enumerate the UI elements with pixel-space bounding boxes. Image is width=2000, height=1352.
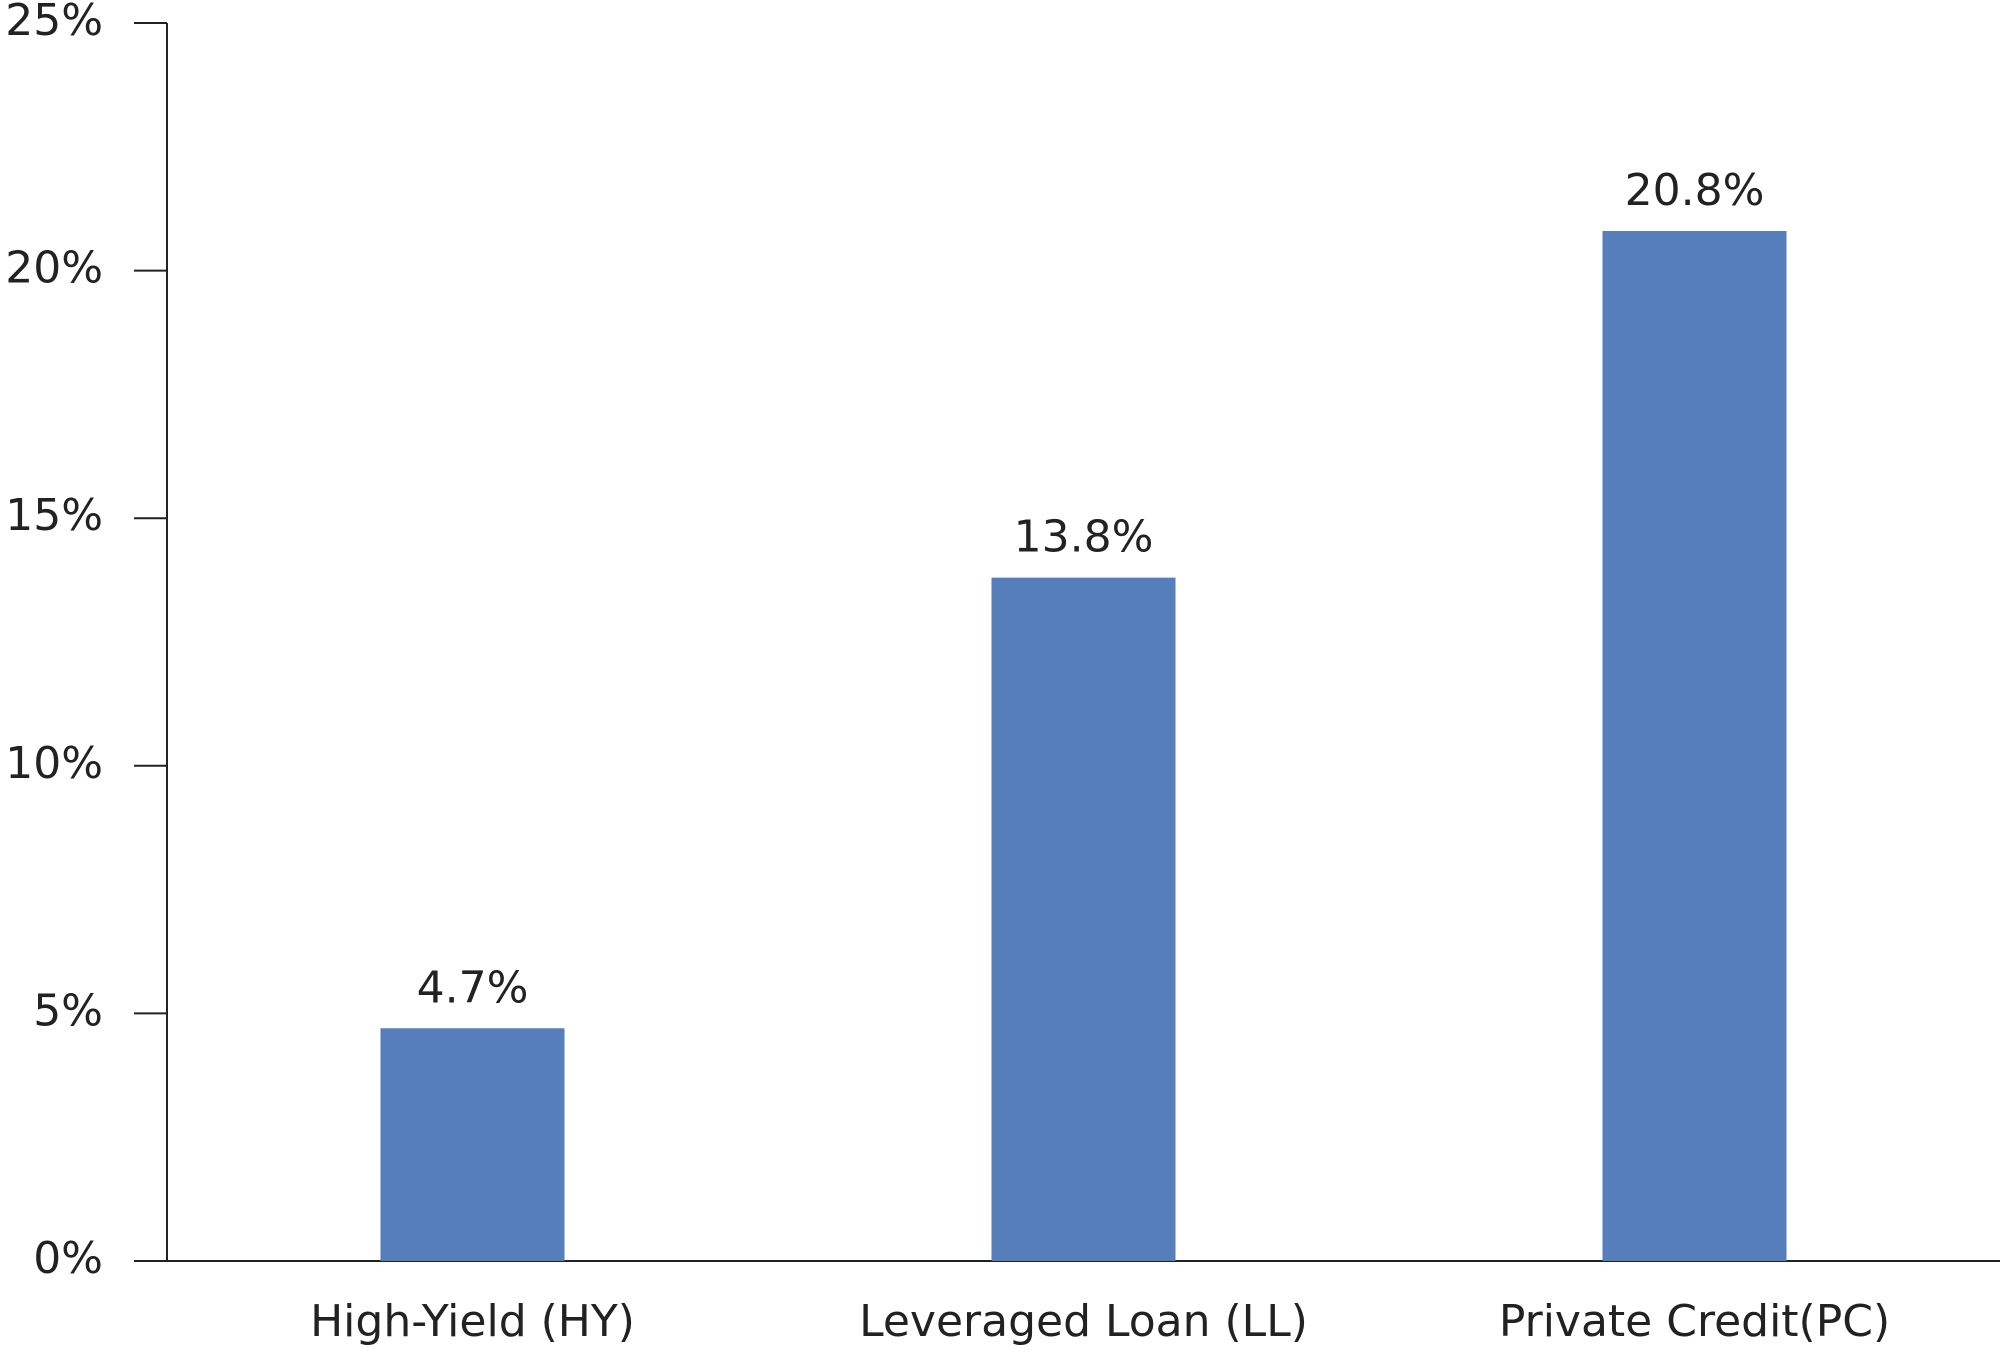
value-label: 20.8% (1625, 165, 1765, 216)
x-tick-label: Private Credit(PC) (1499, 1296, 1890, 1347)
bar (380, 1028, 565, 1261)
bar (1602, 230, 1787, 1261)
y-tick-label: 15% (5, 490, 103, 541)
y-tick-label: 5% (33, 985, 103, 1036)
x-tick-label: Leveraged Loan (LL) (859, 1296, 1308, 1347)
y-tick-label: 10% (5, 738, 103, 789)
bar (991, 577, 1176, 1261)
value-label: 13.8% (1014, 512, 1154, 563)
x-tick-label: High-Yield (HY) (310, 1296, 635, 1347)
value-label: 4.7% (417, 962, 529, 1013)
y-tick-label: 25% (5, 0, 103, 46)
y-tick-label: 0% (33, 1233, 103, 1284)
y-tick-label: 20% (5, 243, 103, 294)
